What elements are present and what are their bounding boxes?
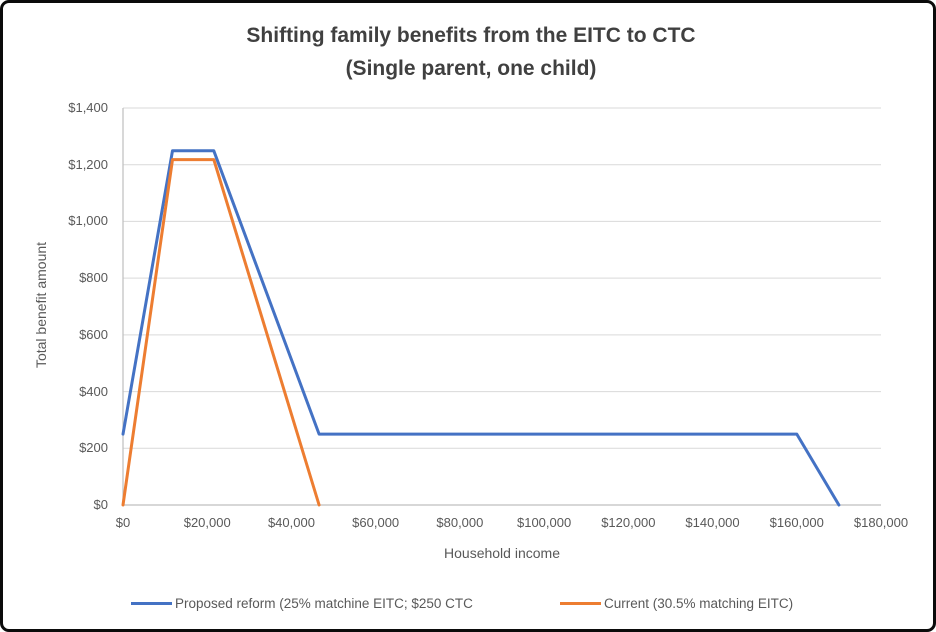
x-tick-label: $100,000 [516,515,572,530]
legend-item-1: Current (30.5% matching EITC) [560,596,793,611]
chart-area: Shifting family benefits from the EITC t… [3,3,933,629]
legend-label: Current (30.5% matching EITC) [604,596,794,611]
x-tick-label: $60,000 [352,515,400,530]
y-tick-label: $1,000 [68,213,108,229]
legend-swatch-icon [560,602,601,605]
x-tick-label: $180,000 [853,515,909,530]
chart-title: Shifting family benefits from the EITC t… [246,24,696,47]
y-tick-label: $0 [93,497,108,512]
chart-canvas [121,107,881,507]
x-tick-label: $140,000 [685,515,740,530]
chart-subtitle: (Single parent, one child) [345,57,597,80]
x-tick-label: $0 [115,515,131,530]
x-axis-title: Household income [444,545,560,561]
y-tick-label: $600 [79,326,108,342]
x-tick-label: $160,000 [769,515,824,530]
x-tick-label: $120,000 [601,515,656,530]
legend-item-0: Proposed reform (25% matchine EITC; $250… [131,596,473,611]
legend-swatch-icon [131,602,172,605]
x-tick-label: $80,000 [436,515,484,530]
y-tick-label: $400 [79,383,108,399]
y-axis-title: Total benefit amount [33,241,49,369]
y-tick-label: $200 [79,440,108,456]
y-tick-label: $800 [79,270,108,286]
legend: Proposed reform (25% matchine EITC; $250… [3,596,933,616]
series-line-1 [121,158,321,507]
legend-label: Proposed reform (25% matchine EITC; $250… [175,596,473,611]
y-tick-label: $1,200 [68,156,108,172]
x-tick-label: $40,000 [267,515,315,530]
chart-title-block: Shifting family benefits from the EITC t… [3,19,933,85]
series-line-0 [121,149,841,507]
x-tick-label: $20,000 [183,515,231,530]
y-tick-label: $1,400 [68,100,108,115]
